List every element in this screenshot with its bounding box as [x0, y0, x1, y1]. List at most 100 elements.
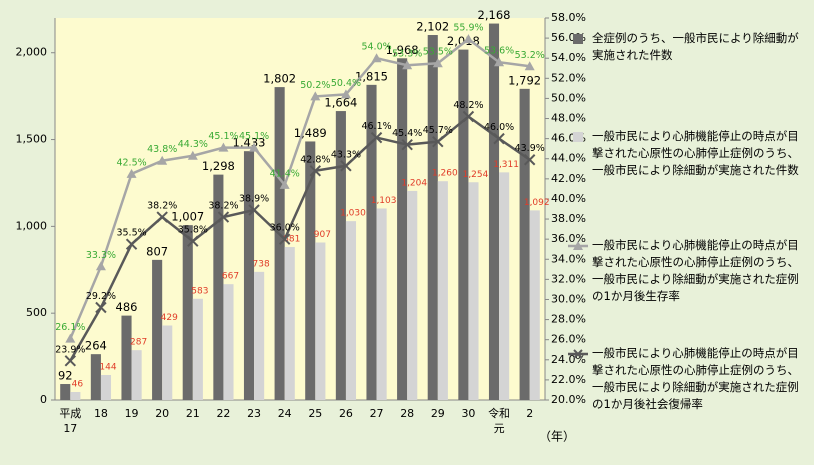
line-value-label: 42.5%: [116, 157, 146, 168]
bar-value-label: 2,168: [478, 8, 511, 22]
bar-value-label: 264: [85, 339, 107, 353]
line-value-label: 44.3%: [178, 139, 208, 150]
bar-value-label: 1,802: [263, 72, 296, 86]
bar-value-label: 881: [283, 235, 300, 245]
line-value-label: 55.9%: [453, 23, 483, 34]
x-tick-label: 20: [155, 407, 169, 420]
bar-value-label: 1,968: [386, 43, 419, 57]
legend-entry: 一般市民により心肺機能停止の時点が目撃された心原性の心肺停止症例のうち、一般市民…: [568, 237, 804, 305]
line-value-label: 43.9%: [515, 143, 545, 154]
line-value-label: 26.1%: [55, 322, 85, 333]
bar: [305, 141, 316, 401]
bar: [90, 354, 101, 400]
y2-tick-label: 58.0%: [551, 11, 586, 24]
marker: [432, 135, 444, 148]
bar-value-label: 2,018: [447, 34, 480, 48]
line-value-label: 42.8%: [300, 154, 330, 165]
bar-value-label: 1,433: [233, 136, 266, 150]
bar: [427, 35, 438, 401]
line-value-label: 45.7%: [423, 125, 453, 136]
bar: [213, 174, 224, 400]
bar-value-label: 429: [161, 313, 178, 323]
marker: [310, 91, 321, 101]
marker: [523, 154, 536, 166]
line-value-label: 48.2%: [453, 100, 483, 111]
marker: [156, 211, 168, 223]
bar: [397, 58, 408, 401]
x-tick-label: 25: [308, 407, 322, 420]
x-tick-label: 平成 17: [59, 407, 81, 435]
y2-tick-label: 32.0%: [551, 272, 586, 285]
bar: [121, 315, 132, 400]
bar: [488, 23, 500, 400]
bar: [366, 84, 377, 400]
line-value-label: 41.4%: [270, 168, 300, 179]
marker: [494, 57, 505, 67]
line-value-label: 38.2%: [147, 201, 177, 212]
bar: [131, 350, 142, 400]
y2-tick-label: 44.0%: [551, 152, 586, 165]
marker: [432, 58, 443, 68]
marker: [340, 89, 351, 99]
bar: [152, 259, 163, 400]
y2-tick-label: 38.0%: [551, 212, 586, 225]
marker: [218, 142, 229, 152]
y-tick-label: 1,500: [16, 133, 48, 146]
y2-tick-label: 40.0%: [551, 192, 586, 205]
line-value-label: 53.2%: [515, 50, 545, 61]
bar-value-label: 1,103: [371, 196, 397, 206]
x-tick-label: 19: [125, 407, 139, 420]
bar: [376, 208, 387, 400]
marker: [279, 179, 290, 189]
bar-value-label: 1,664: [324, 96, 357, 110]
bar-value-label: 144: [99, 362, 116, 372]
legend-swatch: [568, 241, 588, 250]
bar: [60, 384, 71, 400]
x-tick-label: 24: [278, 407, 292, 420]
marker: [126, 168, 137, 178]
legend-entry: 一般市民により心肺機能停止の時点が目撃された心原性の心肺停止症例のうち、一般市民…: [568, 345, 804, 413]
marker: [187, 235, 199, 247]
x-tick-label: 26: [339, 407, 353, 420]
marker: [371, 53, 382, 63]
marker: [370, 131, 383, 144]
line-value-label: 53.5%: [423, 47, 453, 58]
legend-swatch: [573, 132, 583, 142]
bar-value-label: 1,260: [432, 169, 458, 179]
bar-value-label: 583: [191, 286, 208, 296]
marker: [95, 301, 107, 314]
marker: [125, 238, 138, 250]
legend-label: 全症例のうち、一般市民により除細動が実施された件数: [592, 31, 799, 62]
bar: [437, 181, 448, 400]
bar-value-label: 1,254: [463, 170, 489, 180]
legend-label: 一般市民により心肺機能停止の時点が目撃された心原性の心肺停止症例のうち、一般市民…: [592, 129, 799, 177]
bar: [70, 392, 81, 400]
x-tick-label: 18: [94, 407, 108, 420]
bar-value-label: 1,092: [524, 198, 550, 208]
line-value-label: 38.2%: [208, 201, 238, 212]
bar: [468, 182, 479, 400]
line-value-label: 35.5%: [116, 228, 146, 239]
bar: [499, 172, 510, 400]
x-tick-label: 28: [400, 407, 414, 420]
line-value-label: 38.9%: [239, 194, 269, 205]
y2-tick-label: 36.0%: [551, 232, 586, 245]
line-value-label: 50.2%: [300, 80, 330, 91]
bar-value-label: 46: [72, 380, 84, 390]
x-axis-label: （年）: [539, 430, 575, 444]
x-tick-label: 2: [526, 407, 533, 420]
marker: [309, 165, 322, 177]
marker: [463, 34, 474, 44]
line-value-label: 35.8%: [178, 225, 208, 236]
y2-tick-label: 22.0%: [551, 373, 586, 386]
bar: [254, 271, 265, 400]
bar-value-label: 738: [253, 259, 270, 269]
bar-value-label: 92: [58, 369, 73, 383]
bar: [284, 247, 295, 400]
y2-tick-label: 34.0%: [551, 252, 586, 265]
bar: [315, 242, 326, 400]
line-value-label: 45.1%: [208, 131, 238, 142]
marker: [249, 142, 260, 152]
bar-value-label: 287: [130, 338, 147, 348]
